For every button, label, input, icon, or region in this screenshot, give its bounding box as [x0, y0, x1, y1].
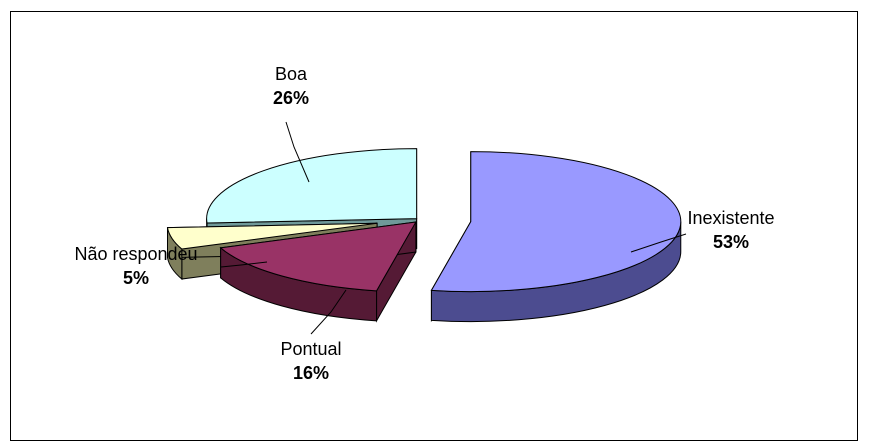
label-inexistente: Inexistente 53%: [666, 206, 796, 254]
label-inexistente-category: Inexistente: [687, 208, 775, 228]
slice-inexistente: [430, 151, 682, 323]
label-boa-category: Boa: [274, 64, 308, 84]
pie-chart: [166, 121, 687, 335]
label-nao-respondeu: Não respondeu 5%: [46, 242, 226, 290]
label-boa: Boa 26%: [251, 62, 331, 110]
leader-line-nao-respondeu: [220, 261, 268, 268]
leader-line-pontual: [310, 289, 347, 335]
leader-line-inexistente: [630, 233, 687, 253]
label-pontual-value: 16%: [292, 363, 330, 383]
label-inexistente-value: 53%: [712, 232, 750, 252]
chart-area: Inexistente 53% Pontual 16% Não responde…: [10, 11, 858, 441]
label-nao-respondeu-category: Não respondeu: [74, 244, 198, 264]
label-boa-value: 26%: [272, 88, 310, 108]
leader-line-boa: [285, 121, 310, 183]
label-nao-respondeu-value: 5%: [122, 268, 149, 288]
label-pontual: Pontual 16%: [256, 337, 366, 385]
label-pontual-category: Pontual: [280, 339, 342, 359]
